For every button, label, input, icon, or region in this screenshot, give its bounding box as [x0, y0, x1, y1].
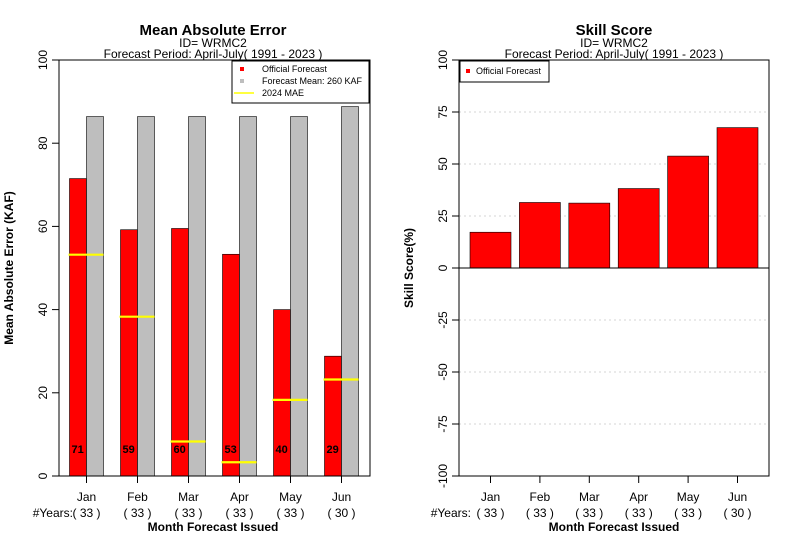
skill-y-tick-label: 75 [436, 105, 450, 119]
mae-years-count: ( 33 ) [174, 506, 202, 520]
mae-y-axis-title: Mean Absolute Error (KAF) [2, 191, 16, 345]
skill-y-tick-label: -25 [436, 311, 450, 329]
skill-y-axis: -100 -75 -50 -25 0 25 50 75 100 [436, 50, 769, 488]
skill-legend-official-label: Official Forecast [476, 66, 541, 76]
mae-official-bar [324, 355, 342, 477]
mae-y-tick-label: 40 [36, 303, 50, 317]
skill-official-bar [716, 127, 759, 269]
skill-official-bar [469, 231, 512, 269]
skill-panel: Skill Score ID= WRMC2 Forecast Period: A… [402, 22, 770, 534]
mae-official-bar [171, 228, 189, 477]
skill-years-count: ( 33 ) [625, 506, 653, 520]
skill-x-axis-title: Month Forecast Issued [549, 520, 680, 534]
mae-official-bar [120, 229, 138, 477]
mae-legend: Official Forecast Forecast Mean: 260 KAF… [231, 60, 370, 104]
mae-subtitle-id: ID= WRMC2 [179, 36, 247, 50]
skill-official-bar [568, 202, 611, 269]
mae-data-label: 60 [174, 444, 186, 456]
mae-plot-frame [58, 59, 371, 477]
skill-official-bar [667, 155, 709, 269]
skill-x-tick-label: May [677, 490, 700, 504]
skill-years-label: #Years: [431, 506, 471, 520]
mae-data-label: 59 [123, 444, 135, 456]
skill-x-tick-label: Jun [728, 490, 747, 504]
mae-legend-box [231, 60, 370, 104]
mae-years-count: ( 33 ) [276, 506, 304, 520]
mae-data-label: 40 [276, 444, 288, 456]
mae-forecast-mean-bar [290, 116, 308, 477]
skill-official-bar [617, 188, 660, 269]
mae-legend-official-label: Official Forecast [262, 64, 327, 74]
skill-y-tick-label: 25 [436, 209, 450, 223]
skill-x-tick-label: Jan [481, 490, 500, 504]
mae-y-axis: 0 20 40 60 80 100 [36, 50, 59, 479]
skill-legend-box [459, 60, 550, 83]
skill-y-tick-label: -75 [436, 415, 450, 433]
mae-title: Mean Absolute Error [140, 22, 287, 39]
skill-y-tick-label: 100 [436, 50, 450, 70]
mae-y-tick-label: 20 [36, 386, 50, 400]
mae-data-label: 53 [225, 444, 237, 456]
skill-title: Skill Score [576, 22, 653, 39]
mae-legend-mean-label: Forecast Mean: 260 KAF [262, 76, 363, 86]
skill-y-tick-label: -100 [436, 464, 450, 488]
skill-x-tick-label: Feb [530, 490, 551, 504]
mae-legend-official-swatch [240, 67, 244, 71]
mae-years-count: ( 33 ) [225, 506, 253, 520]
mae-forecast-mean-bar [341, 106, 359, 477]
mae-x-tick-label: Jan [77, 490, 96, 504]
mae-subtitle-period: Forecast Period: April-July( 1991 - 2023… [104, 47, 323, 61]
mae-y-tick-label: 100 [36, 50, 50, 70]
skill-subtitle-period: Forecast Period: April-July( 1991 - 2023… [505, 47, 724, 61]
mae-legend-2024-label: 2024 MAE [262, 88, 304, 98]
mae-forecast-mean-bar [86, 116, 104, 477]
mae-x-tick-label: Jun [332, 490, 351, 504]
skill-subtitle-id: ID= WRMC2 [580, 36, 648, 50]
mae-years-count: ( 33 ) [72, 506, 100, 520]
mae-forecast-mean-bar [239, 116, 257, 477]
mae-y-tick-label: 80 [36, 136, 50, 150]
mae-x-axis-title: Month Forecast Issued [148, 520, 279, 534]
skill-official-bar [519, 202, 561, 269]
skill-legend: Official Forecast [459, 60, 550, 83]
mae-years-count: ( 30 ) [327, 506, 355, 520]
mae-official-bar [222, 253, 240, 477]
mae-data-label: 29 [327, 444, 339, 456]
skill-y-tick-label: -50 [436, 363, 450, 381]
skill-y-tick-label: 0 [436, 264, 450, 271]
mae-years-label: #Years: [33, 506, 73, 520]
mae-panel: Mean Absolute Error ID= WRMC2 Forecast P… [2, 22, 371, 534]
mae-x-tick-label: Apr [230, 490, 249, 504]
skill-bars [469, 127, 759, 269]
mae-years-count: ( 33 ) [123, 506, 151, 520]
mae-official-bar [69, 178, 87, 477]
mae-x-axis: Jan ( 33 ) Feb ( 33 ) Mar ( 33 ) Apr ( 33 ) May (… [33, 475, 356, 520]
skill-legend-official-swatch [466, 69, 470, 73]
skill-x-axis: Jan ( 33 ) Feb ( 33 ) Mar ( 33 ) Apr ( 33 ) May (… [431, 475, 752, 520]
mae-y-tick-label: 60 [36, 219, 50, 233]
skill-years-count: ( 33 ) [526, 506, 554, 520]
mae-data-label: 71 [72, 444, 84, 456]
mae-x-tick-label: May [279, 490, 302, 504]
mae-data-labels: 71 59 60 53 40 29 [72, 444, 339, 456]
skill-x-tick-label: Mar [579, 490, 600, 504]
skill-y-tick-label: 50 [436, 157, 450, 171]
mae-forecast-mean-bar [188, 116, 206, 477]
mae-x-tick-label: Mar [178, 490, 199, 504]
skill-years-count: ( 33 ) [575, 506, 603, 520]
mae-legend-mean-swatch [240, 79, 244, 83]
mae-bars [68, 106, 359, 477]
mae-x-tick-label: Feb [127, 490, 148, 504]
skill-x-tick-label: Apr [629, 490, 648, 504]
skill-years-count: ( 30 ) [723, 506, 751, 520]
mae-forecast-mean-bar [137, 116, 155, 477]
skill-years-count: ( 33 ) [476, 506, 504, 520]
skill-years-count: ( 33 ) [674, 506, 702, 520]
skill-y-axis-title: Skill Score(%) [402, 228, 416, 308]
mae-y-tick-label: 0 [36, 472, 50, 479]
